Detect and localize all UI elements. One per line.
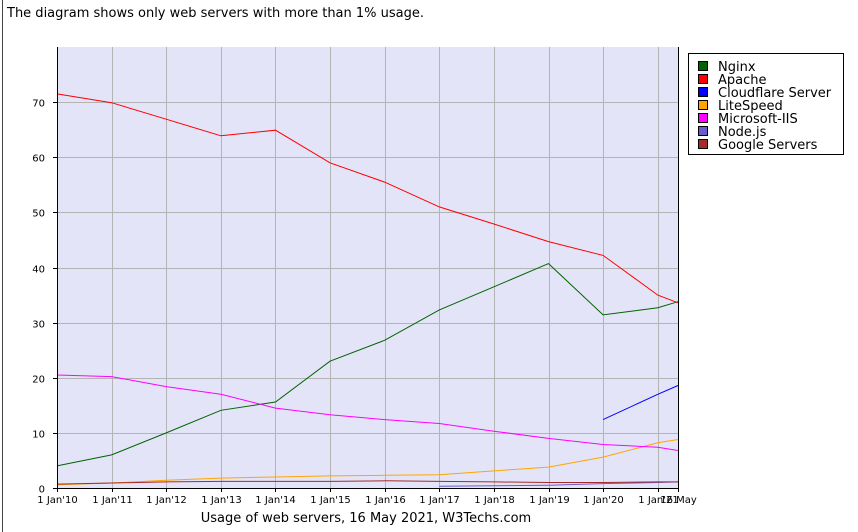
legend-swatch-google-servers — [698, 139, 708, 149]
y-tick-label: 20 — [32, 375, 45, 386]
series-line-litespeed — [56, 439, 679, 486]
legend-swatch-litespeed — [698, 100, 708, 110]
series-lines — [56, 93, 679, 487]
x-tick-label: 1 Jan'16 — [365, 495, 405, 506]
x-tick-label: 1 Jan'13 — [201, 495, 241, 506]
axes: 0 10 20 30 40 50 60 70 1 Jan'10 1 Jan'11 1 Jan'12 1… — [32, 47, 697, 506]
legend-box — [688, 53, 844, 155]
legend-label-cloudflare-server: Cloudflare Server — [718, 86, 832, 101]
y-tick-label: 10 — [32, 430, 45, 441]
x-tick-label: 1 Jan'15 — [310, 495, 350, 506]
x-tick-label: 1 Jan'19 — [529, 495, 569, 506]
y-tick-label: 70 — [32, 99, 45, 110]
legend-label-microsoft-iis: Microsoft-IIS — [718, 112, 798, 127]
legend-label-apache: Apache — [718, 73, 767, 88]
y-tick-label: 0 — [39, 485, 45, 496]
series-line-node-js — [439, 481, 679, 487]
legend-label-google-servers: Google Servers — [718, 138, 818, 153]
legend-label-nginx: Nginx — [718, 60, 756, 75]
legend-label-litespeed: LiteSpeed — [718, 99, 783, 114]
plot-background — [57, 47, 678, 488]
chart-caption: Usage of web servers, 16 May 2021, W3Tec… — [200, 511, 532, 526]
legend-swatch-nginx — [698, 61, 708, 71]
legend-swatch-microsoft-iis — [698, 113, 708, 123]
left-border — [2, 0, 3, 532]
series-line-apache — [56, 93, 679, 304]
y-tick-label: 60 — [32, 154, 45, 165]
legend-label-node-js: Node.js — [718, 125, 767, 140]
x-tick-label: 16 May — [660, 495, 697, 506]
x-tick-label: 1 Jan'11 — [92, 495, 132, 506]
y-tick-label: 30 — [32, 320, 45, 331]
x-tick-label: 1 Jan'10 — [37, 495, 77, 506]
series-line-cloudflare-server — [602, 385, 679, 421]
x-tick-label: 1 Jan'14 — [255, 495, 295, 506]
legend-swatch-cloudflare-server — [698, 87, 708, 97]
intro-text: The diagram shows only web servers with … — [7, 6, 425, 21]
series-line-microsoft-iis — [56, 374, 679, 451]
x-tick-label: 1 Jan'20 — [583, 495, 623, 506]
y-tick-label: 50 — [32, 209, 45, 220]
x-tick-label: 1 Jan'18 — [474, 495, 514, 506]
y-tick-label: 40 — [32, 265, 45, 276]
series-line-google-servers — [56, 480, 678, 485]
legend-swatch-node-js — [698, 126, 708, 136]
series-line-nginx — [56, 263, 679, 467]
x-tick-label: 1 Jan'21 — [638, 495, 678, 506]
legend-swatch-apache — [698, 74, 708, 84]
x-tick-label: 1 Jan'17 — [419, 495, 459, 506]
x-tick-label: 1 Jan'12 — [146, 495, 186, 506]
